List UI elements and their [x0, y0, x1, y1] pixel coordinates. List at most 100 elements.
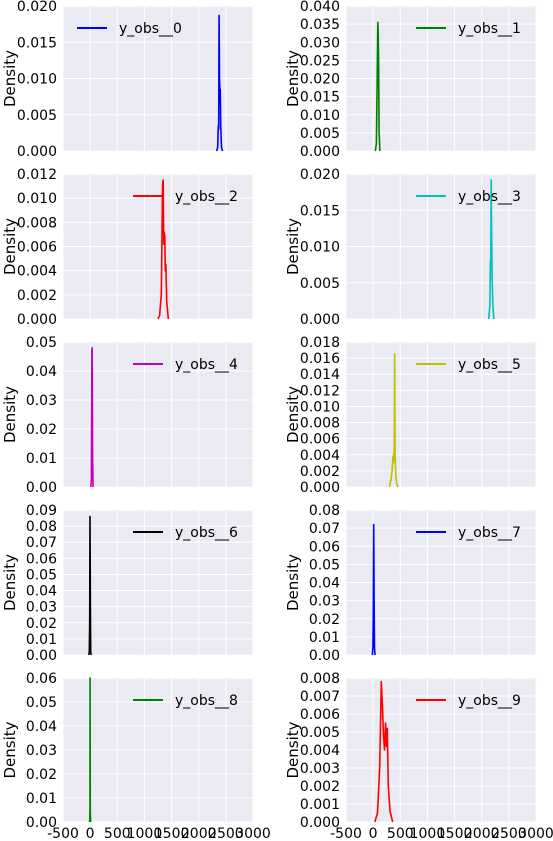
- subplot-8: 0.00 0.01 0.02 0.03 0.04 0.05 0.06 -500 0 5001000…: [1, 671, 271, 841]
- subplot-0: 0.000 0.005 0.010 0.015 0.020 Density y_obs__0: [1, 0, 254, 160]
- density-line-y_obs__8: [88, 677, 92, 823]
- y-tick-label: 0.040: [300, 0, 340, 15]
- y-tick-label: 0.05: [26, 335, 57, 351]
- y-tick-label: 0.005: [300, 276, 340, 292]
- y-tick-label: 0.006: [300, 707, 340, 723]
- x-tick-label: 500: [104, 826, 131, 841]
- legend-label: y_obs__5: [458, 357, 521, 373]
- y-tick-label: 0.09: [26, 503, 57, 519]
- density-line-y_obs__1: [374, 21, 381, 152]
- density-line-y_obs__5: [388, 353, 399, 488]
- y-tick-label: 0.012: [17, 167, 57, 183]
- y-tick-label: 0.020: [17, 0, 57, 15]
- y-tick-label: 0.000: [300, 815, 340, 831]
- y-tick-label: 0.016: [300, 351, 340, 367]
- y-axis-label: Density: [1, 721, 19, 778]
- y-tick-label: 0.00: [26, 815, 57, 831]
- y-tick-label: 0.005: [17, 108, 57, 124]
- y-tick-label: 0.000: [17, 312, 57, 328]
- subplot-6: 0.000.010.020.030.040.050.060.070.080.09…: [1, 503, 254, 664]
- y-tick-label: 0.00: [309, 648, 340, 664]
- plot-area: [63, 510, 253, 655]
- y-tick-label: 0.006: [17, 240, 57, 256]
- y-tick-label: 0.08: [26, 519, 57, 535]
- y-axis-label: Density: [284, 721, 302, 778]
- x-tick-label: 1000: [127, 826, 163, 841]
- y-tick-label: 0.010: [300, 240, 340, 256]
- subplot-5: 0.0000.0020.0040.0060.0080.0100.0120.014…: [284, 335, 537, 496]
- plot-area: [346, 342, 536, 487]
- y-tick-label: 0.01: [309, 630, 340, 646]
- legend-label: y_obs__6: [175, 525, 238, 541]
- y-tick-label: 0.04: [26, 719, 57, 735]
- y-tick-label: 0.014: [300, 367, 340, 383]
- y-tick-label: 0.008: [17, 215, 57, 231]
- y-tick-label: 0.02: [26, 616, 57, 632]
- x-tick-label: 3000: [518, 826, 553, 841]
- y-tick-label: 0.020: [300, 72, 340, 88]
- y-tick-label: 0.02: [26, 767, 57, 783]
- y-tick-label: 0.008: [300, 671, 340, 687]
- legend-label: y_obs__9: [458, 693, 521, 709]
- y-axis-label: Density: [1, 554, 19, 611]
- x-tick-label: 2000: [464, 826, 500, 841]
- y-tick-label: 0.002: [17, 288, 57, 304]
- y-tick-label: 0.03: [26, 743, 57, 759]
- y-tick-label: 0.05: [309, 557, 340, 573]
- y-tick-label: 0.015: [300, 203, 340, 219]
- legend-label: y_obs__4: [175, 357, 238, 373]
- subplot-4: 0.00 0.01 0.02 0.03 0.04 0.05 Density y_obs__4: [1, 335, 254, 496]
- y-tick-label: 0.07: [26, 535, 57, 551]
- y-axis-label: Density: [1, 386, 19, 443]
- y-tick-label: 0.08: [309, 503, 340, 519]
- y-tick-label: 0.03: [309, 594, 340, 610]
- density-line-y_obs__3: [488, 179, 495, 320]
- y-tick-label: 0.02: [26, 422, 57, 438]
- legend-label: y_obs__3: [458, 189, 521, 205]
- y-tick-label: 0.06: [26, 671, 57, 687]
- x-tick-label: 2000: [181, 826, 217, 841]
- y-axis-label: Density: [284, 386, 302, 443]
- density-line-y_obs__0: [215, 14, 224, 152]
- y-tick-label: 0.002: [300, 464, 340, 480]
- density-line-y_obs__7: [371, 523, 376, 656]
- subplot-9: 0.000 0.001 0.002 0.003 0.004 0.005 0.006 0.007…: [284, 671, 553, 841]
- x-tick-label: 0: [86, 826, 95, 841]
- y-tick-label: 0.004: [300, 743, 340, 759]
- x-tick-label: 1000: [410, 826, 446, 841]
- y-tick-label: 0.05: [26, 695, 57, 711]
- density-line-y_obs__4: [89, 347, 94, 488]
- y-axis-label: Density: [1, 218, 19, 275]
- y-tick-label: 0.015: [300, 90, 340, 106]
- y-tick-label: 0.010: [17, 191, 57, 207]
- y-tick-label: 0.008: [300, 416, 340, 432]
- y-tick-label: 0.000: [300, 312, 340, 328]
- y-tick-label: 0.015: [17, 35, 57, 51]
- density-line-y_obs__6: [88, 515, 92, 656]
- subplot-2: 0.000 0.002 0.004 0.006 0.008 0.010 0.012 Densi…: [1, 167, 254, 328]
- y-tick-label: 0.01: [26, 632, 57, 648]
- y-tick-label: 0.006: [300, 432, 340, 448]
- y-tick-label: 0.06: [309, 539, 340, 555]
- y-tick-label: 0.007: [300, 689, 340, 705]
- y-tick-label: 0.04: [309, 576, 340, 592]
- y-tick-label: 0.06: [26, 551, 57, 567]
- y-tick-label: 0.012: [300, 383, 340, 399]
- y-tick-label: 0.01: [26, 791, 57, 807]
- y-tick-label: 0.03: [26, 393, 57, 409]
- y-axis-label: Density: [284, 50, 302, 107]
- subplot-1: 0.000 0.005 0.010 0.015 0.020 0.025 0.030 0.035…: [284, 0, 537, 160]
- x-tick-label: -500: [330, 826, 362, 841]
- y-tick-label: 0.07: [309, 521, 340, 537]
- y-tick-label: 0.000: [300, 480, 340, 496]
- y-axis-label: Density: [284, 554, 302, 611]
- y-tick-label: 0.010: [300, 108, 340, 124]
- y-tick-label: 0.004: [300, 448, 340, 464]
- plot-area: [63, 342, 253, 487]
- y-tick-label: 0.000: [17, 144, 57, 160]
- x-tick-label: 1500: [154, 826, 190, 841]
- x-tick-label: 2500: [208, 826, 244, 841]
- x-tick-label: 500: [387, 826, 414, 841]
- y-tick-label: 0.025: [300, 53, 340, 69]
